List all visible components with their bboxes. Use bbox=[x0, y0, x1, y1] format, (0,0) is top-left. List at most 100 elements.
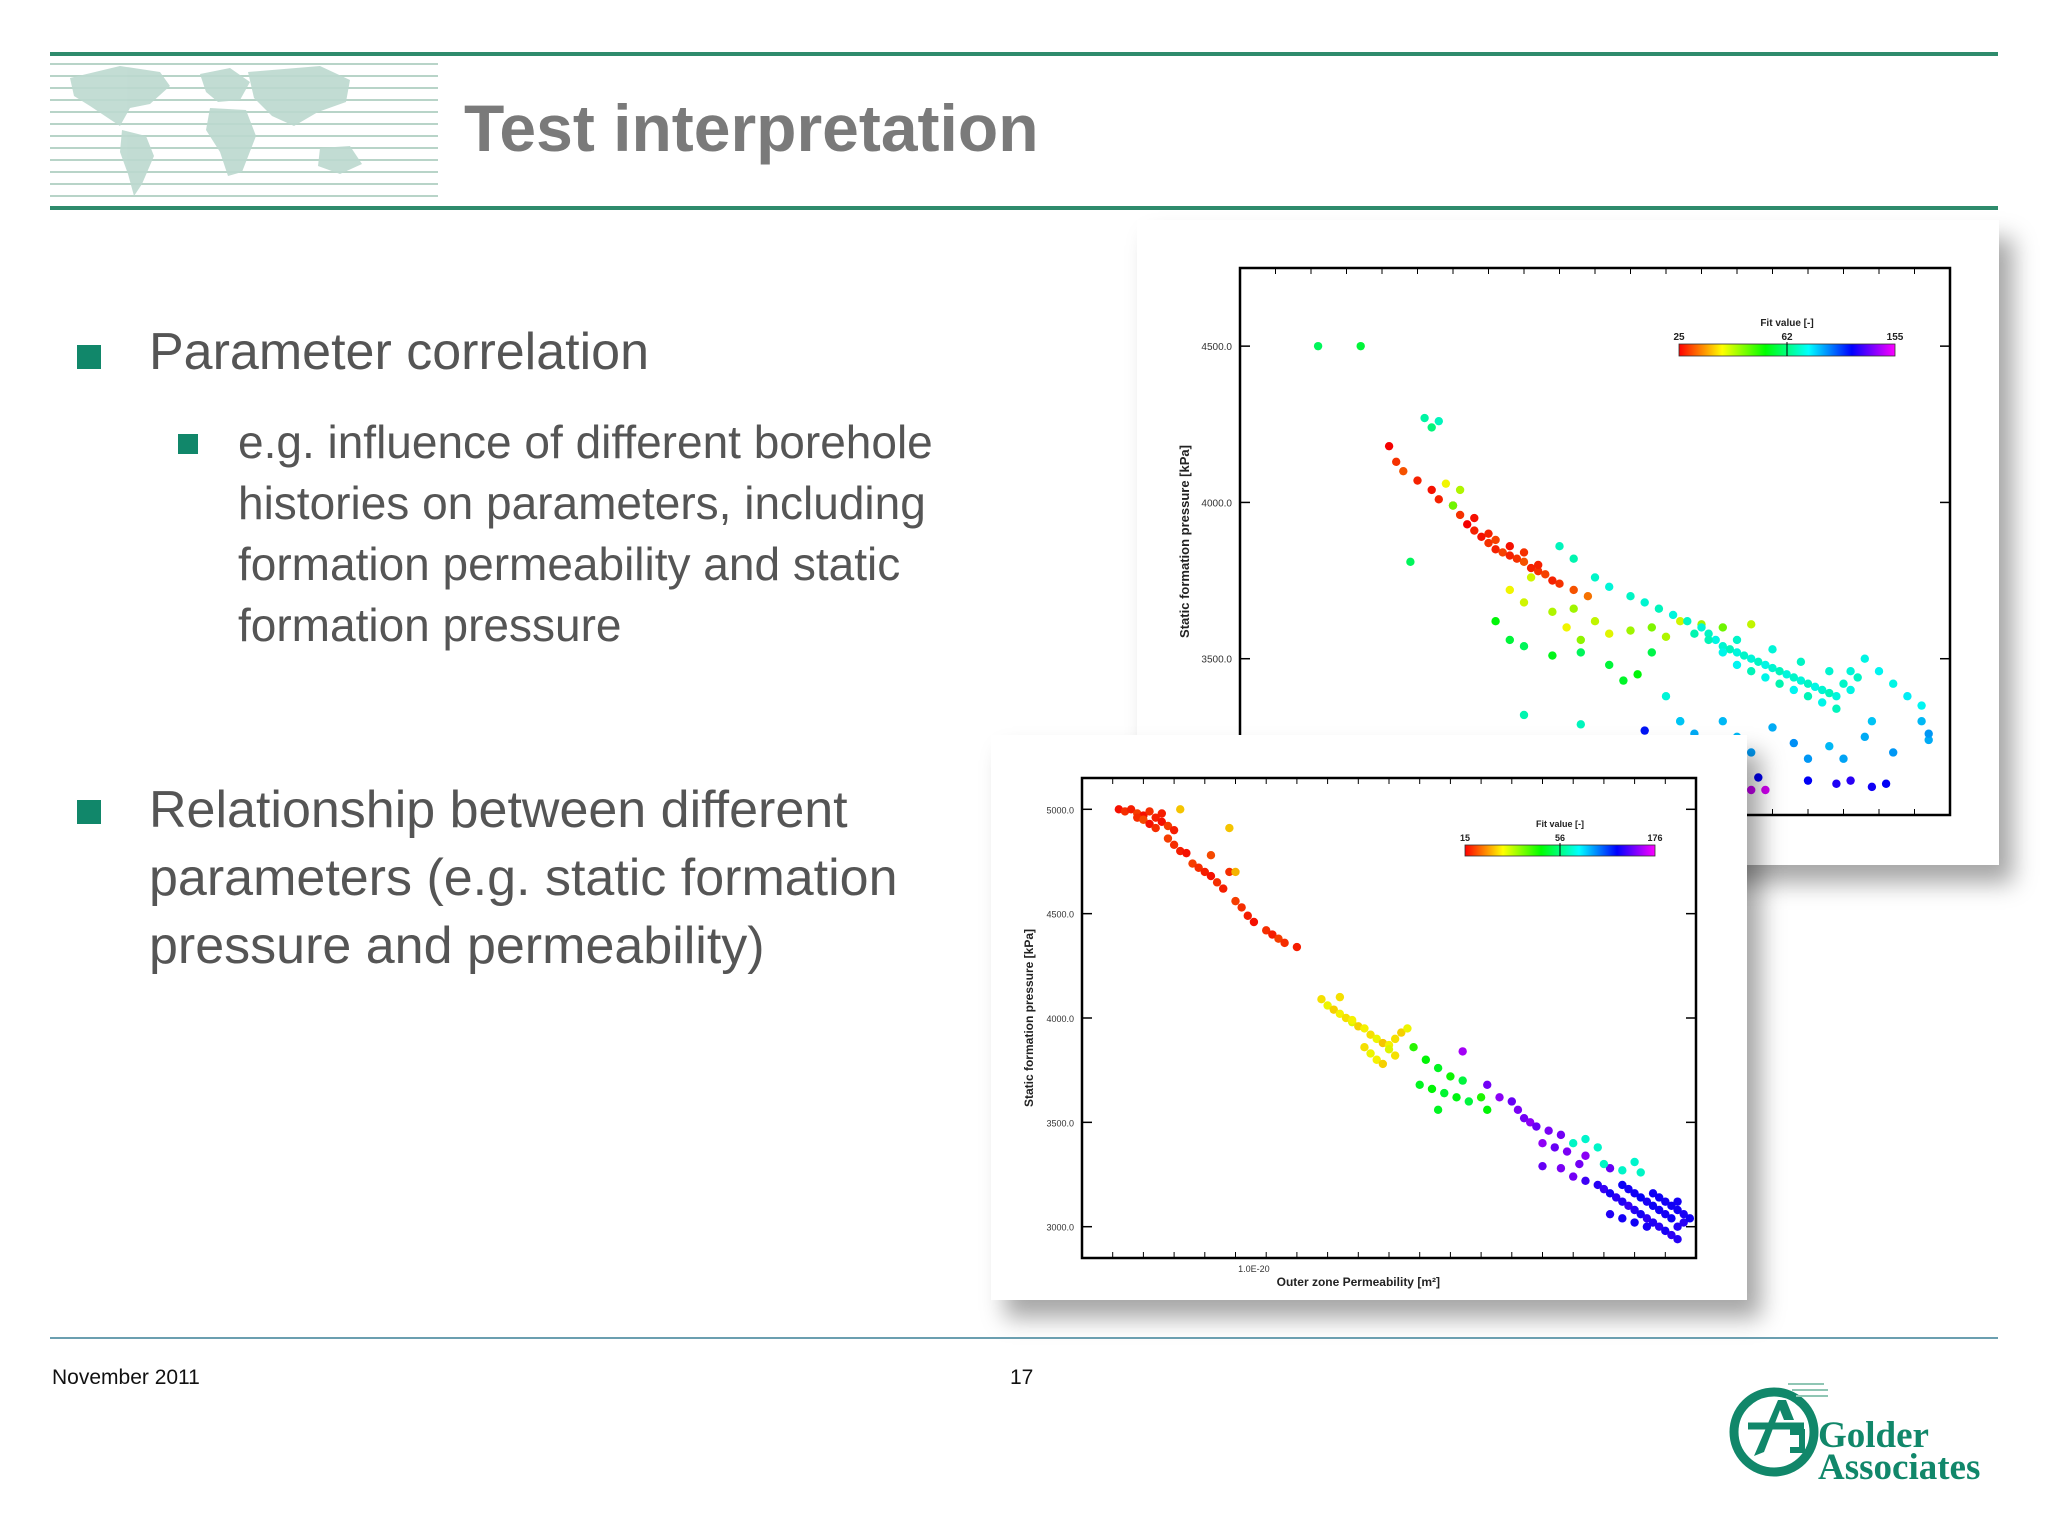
data-point bbox=[1194, 863, 1203, 872]
data-point bbox=[1590, 573, 1600, 582]
data-point bbox=[1556, 1130, 1566, 1140]
data-point bbox=[1846, 667, 1855, 676]
data-point bbox=[1526, 573, 1536, 582]
data-point bbox=[1803, 692, 1813, 701]
data-point bbox=[1544, 1126, 1553, 1135]
data-point bbox=[1636, 1168, 1645, 1177]
data-point bbox=[1434, 495, 1443, 504]
world-map-graphic bbox=[50, 63, 438, 197]
data-point bbox=[1420, 413, 1429, 423]
data-point bbox=[1366, 1030, 1375, 1039]
bullet-marker bbox=[77, 345, 101, 369]
data-point bbox=[1390, 1051, 1400, 1060]
data-point bbox=[1575, 1159, 1584, 1169]
data-point bbox=[1599, 1184, 1609, 1194]
data-point bbox=[1433, 1063, 1443, 1073]
data-point bbox=[1576, 635, 1585, 645]
data-point bbox=[1618, 1197, 1627, 1206]
data-point bbox=[1917, 717, 1926, 726]
data-point bbox=[1640, 598, 1649, 607]
data-point bbox=[1581, 1151, 1590, 1160]
data-point bbox=[1747, 667, 1756, 676]
data-point bbox=[1642, 1214, 1652, 1223]
data-point bbox=[1917, 701, 1926, 710]
data-point bbox=[1676, 717, 1685, 726]
data-point bbox=[1647, 623, 1656, 632]
bullet-marker bbox=[77, 800, 101, 824]
data-point bbox=[1392, 457, 1401, 466]
data-point bbox=[1611, 1193, 1621, 1202]
data-point bbox=[1881, 779, 1891, 788]
data-point bbox=[1427, 1084, 1437, 1094]
data-point bbox=[1673, 1235, 1682, 1244]
colorbar-max-label: 176 bbox=[1647, 833, 1662, 843]
data-point bbox=[1200, 867, 1209, 877]
data-point bbox=[1433, 1105, 1443, 1115]
data-point bbox=[1413, 476, 1422, 485]
data-point bbox=[1768, 723, 1777, 732]
logo-text-line1: Golder bbox=[1818, 1415, 1929, 1456]
data-point bbox=[1648, 1201, 1658, 1211]
data-point bbox=[1237, 903, 1246, 912]
data-point bbox=[1157, 817, 1167, 827]
data-point bbox=[1484, 538, 1493, 548]
data-point bbox=[1775, 679, 1784, 688]
data-point bbox=[1548, 651, 1557, 660]
data-point bbox=[1782, 670, 1791, 679]
data-point bbox=[1605, 1189, 1615, 1198]
data-point bbox=[1599, 1159, 1609, 1169]
data-point bbox=[1455, 510, 1465, 520]
data-point bbox=[1685, 1214, 1695, 1223]
data-point bbox=[1636, 1193, 1645, 1202]
data-point bbox=[1630, 1157, 1639, 1167]
data-point bbox=[1356, 341, 1365, 351]
data-point bbox=[1532, 1122, 1541, 1131]
data-point bbox=[1484, 529, 1493, 538]
data-point bbox=[1581, 1176, 1590, 1185]
data-point bbox=[1867, 717, 1877, 726]
data-point bbox=[1626, 592, 1635, 601]
data-point bbox=[1421, 1055, 1431, 1064]
data-point bbox=[1491, 617, 1500, 626]
data-point bbox=[1476, 1093, 1486, 1102]
text-line: formation permeability and static bbox=[238, 538, 901, 590]
data-point bbox=[1676, 617, 1685, 626]
data-point bbox=[1846, 776, 1855, 785]
colorbar-title: Fit value [-] bbox=[1536, 819, 1584, 829]
data-point bbox=[1126, 805, 1136, 814]
text-line: parameters (e.g. static formation bbox=[149, 849, 898, 907]
data-point bbox=[1384, 441, 1394, 451]
data-point bbox=[1690, 629, 1699, 638]
footer-rule bbox=[50, 1337, 1998, 1339]
data-point bbox=[1630, 1218, 1639, 1227]
data-point bbox=[1747, 748, 1756, 757]
data-point bbox=[1157, 809, 1167, 818]
data-point bbox=[1274, 934, 1283, 943]
logo-text-line2: Associates bbox=[1818, 1447, 1981, 1488]
data-point bbox=[1458, 1076, 1467, 1085]
data-point bbox=[1673, 1222, 1682, 1231]
data-point bbox=[1519, 548, 1529, 557]
data-point bbox=[1455, 485, 1465, 495]
data-point bbox=[1846, 685, 1855, 695]
data-point bbox=[1605, 1209, 1615, 1219]
data-point bbox=[1427, 485, 1436, 495]
data-point bbox=[1775, 667, 1784, 676]
header-top-rule bbox=[50, 52, 1998, 56]
data-point bbox=[1470, 513, 1479, 523]
colorbar-min-label: 15 bbox=[1460, 833, 1470, 843]
data-point bbox=[1718, 623, 1727, 632]
data-point bbox=[1654, 1193, 1664, 1202]
data-point bbox=[1427, 423, 1436, 432]
data-point bbox=[1832, 779, 1841, 788]
data-point bbox=[1495, 1093, 1504, 1102]
data-point bbox=[1569, 604, 1578, 613]
data-point bbox=[1555, 579, 1564, 588]
data-point bbox=[1605, 629, 1614, 638]
data-point bbox=[1464, 1097, 1474, 1106]
data-point bbox=[1636, 1209, 1645, 1219]
data-point bbox=[1747, 785, 1756, 795]
y-tick-label: 3500.0 bbox=[1046, 1118, 1074, 1128]
data-point bbox=[1526, 563, 1536, 573]
y-tick-label: 5000.0 bbox=[1046, 805, 1074, 815]
